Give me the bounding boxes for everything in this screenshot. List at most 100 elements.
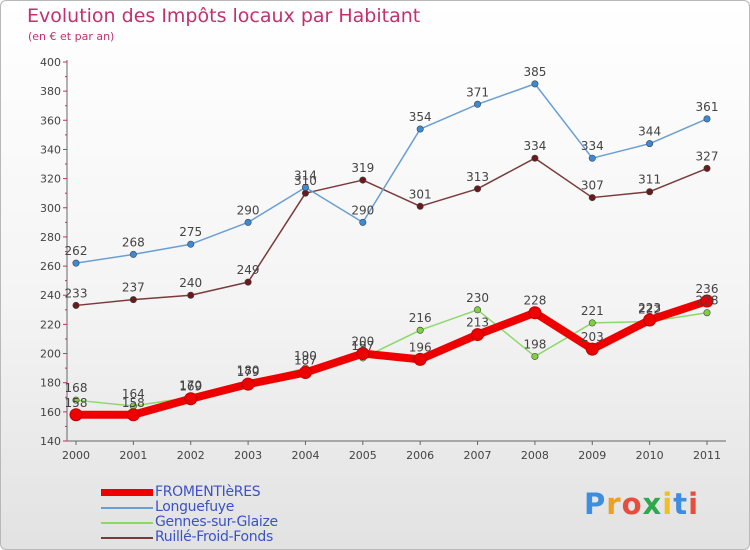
- data-label: 168: [65, 381, 88, 395]
- series-point: [359, 218, 367, 226]
- data-label: 190: [294, 349, 317, 363]
- y-tick-label: 380: [40, 85, 61, 98]
- series-point: [646, 188, 654, 196]
- data-label: 334: [581, 139, 604, 153]
- data-label: 197: [351, 339, 374, 353]
- legend-swatch: [101, 507, 153, 509]
- series-point: [703, 309, 711, 317]
- y-tick-label: 400: [40, 56, 61, 69]
- data-label: 230: [466, 291, 489, 305]
- series-point: [588, 154, 596, 162]
- y-tick-label: 260: [40, 260, 61, 273]
- data-label: 268: [122, 235, 145, 249]
- x-tick-label: 2000: [62, 449, 90, 462]
- data-label: 249: [237, 263, 260, 277]
- data-label: 170: [179, 378, 202, 392]
- data-label: 361: [696, 100, 719, 114]
- series-line: [75, 157, 708, 307]
- series-point: [474, 100, 482, 108]
- series-point: [531, 352, 539, 360]
- series-line: [72, 297, 711, 419]
- data-label: 385: [523, 65, 546, 79]
- data-label: 233: [65, 286, 88, 300]
- x-tick-label: 2010: [636, 449, 664, 462]
- y-tick-label: 160: [40, 406, 61, 419]
- data-label: 354: [409, 110, 432, 124]
- data-label: 222: [638, 302, 661, 316]
- series-point: [129, 296, 137, 304]
- series-point: [531, 154, 539, 162]
- legend-label: Gennes-sur-Glaize: [155, 514, 278, 530]
- legend-swatch: [101, 522, 153, 524]
- x-tick-label: 2002: [177, 449, 205, 462]
- legend-swatch: [101, 489, 153, 496]
- legend-item: Ruillé-Froid-Fonds: [101, 530, 361, 545]
- y-tick-label: 240: [40, 289, 61, 302]
- series-point: [474, 185, 482, 193]
- data-label: 228: [523, 294, 546, 308]
- data-label: 158: [122, 396, 145, 410]
- series-point: [413, 352, 427, 366]
- y-tick-label: 300: [40, 202, 61, 215]
- x-tick-label: 2004: [291, 449, 319, 462]
- data-label: 307: [581, 179, 604, 193]
- data-label: 310: [294, 174, 317, 188]
- legend: FROMENTIèRES Longuefuye Gennes-sur-Glaize R…: [101, 485, 361, 545]
- series-line: [75, 83, 708, 264]
- series-point: [528, 306, 542, 320]
- y-tick-label: 340: [40, 143, 61, 156]
- data-label: 301: [409, 187, 432, 201]
- legend-item: Longuefuye: [101, 500, 361, 515]
- data-label: 196: [409, 340, 432, 354]
- data-label: 187: [294, 353, 317, 367]
- data-label: 327: [696, 149, 719, 163]
- series-point: [72, 301, 80, 309]
- data-label: 216: [409, 311, 432, 325]
- legend-item: Gennes-sur-Glaize: [101, 515, 361, 530]
- data-label: 169: [179, 380, 202, 394]
- data-label: 319: [351, 161, 374, 175]
- x-tick-label: 2011: [693, 449, 721, 462]
- series-point: [244, 218, 252, 226]
- x-tick-label: 2003: [234, 449, 262, 462]
- series-point: [187, 291, 195, 299]
- data-label: 313: [466, 170, 489, 184]
- data-label: 223: [638, 301, 661, 315]
- legend-label: Longuefuye: [155, 499, 235, 515]
- y-tick-label: 200: [40, 348, 61, 361]
- x-tick-label: 2007: [464, 449, 492, 462]
- series-point: [301, 183, 309, 191]
- data-label: 158: [65, 396, 88, 410]
- series-point: [646, 140, 654, 148]
- data-label: 180: [237, 364, 260, 378]
- series-point: [69, 408, 83, 422]
- y-tick-label: 140: [40, 435, 61, 448]
- x-tick-label: 2009: [578, 449, 606, 462]
- series-point: [703, 164, 711, 172]
- data-label: 179: [237, 365, 260, 379]
- x-tick-label: 2008: [521, 449, 549, 462]
- series-point: [700, 294, 714, 308]
- series-point: [72, 259, 80, 267]
- x-tick-label: 2006: [406, 449, 434, 462]
- y-tick-label: 320: [40, 173, 61, 186]
- chart-title: Evolution des Impôts locaux par Habitant: [27, 5, 421, 27]
- x-tick-label: 2005: [349, 449, 377, 462]
- data-label: 290: [237, 203, 260, 217]
- y-tick-label: 280: [40, 231, 61, 244]
- series-point: [129, 250, 137, 258]
- series-point: [356, 347, 370, 361]
- series-point: [588, 194, 596, 202]
- y-tick-label: 180: [40, 377, 61, 390]
- chart-subtitle: (en € et par an): [28, 30, 115, 43]
- series-point: [72, 396, 80, 404]
- series-point: [416, 202, 424, 210]
- data-label: 314: [294, 168, 317, 182]
- data-label: 262: [65, 244, 88, 258]
- series-point: [359, 176, 367, 184]
- series-point: [416, 326, 424, 334]
- data-label: 236: [696, 282, 719, 296]
- data-label: 221: [581, 304, 604, 318]
- data-label: 237: [122, 281, 145, 295]
